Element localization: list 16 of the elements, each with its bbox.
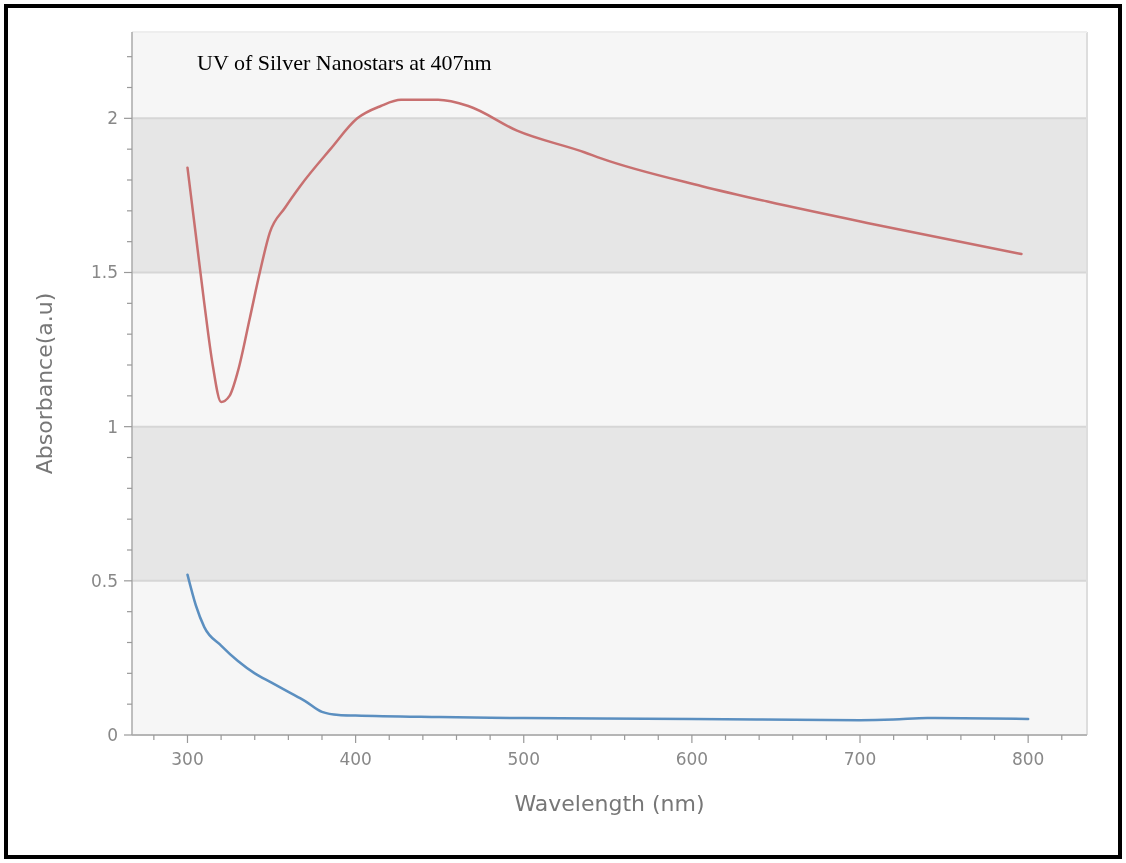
y-tick-label: 1 [107, 416, 118, 437]
x-axis-title: Wavelength (nm) [514, 791, 705, 816]
y-tick-label: 0.5 [90, 570, 118, 591]
y-axis-title: Absorbance(a.u) [32, 292, 57, 475]
x-tick-label: 500 [507, 749, 540, 769]
x-tick-label: 800 [1011, 749, 1045, 769]
x-tick-label: 600 [675, 749, 709, 769]
line-series [186, 573, 1030, 722]
line-series [186, 98, 1023, 404]
x-tick-label: 300 [171, 749, 204, 769]
y-tick-label: 0 [107, 724, 118, 745]
x-tick-label: 400 [339, 749, 372, 769]
x-tick-label: 700 [843, 749, 877, 769]
y-tick-label: 2 [107, 108, 118, 129]
text: UV of Silver Nanostars at 407nm [197, 50, 492, 75]
y-tick-label: 1.5 [90, 262, 118, 283]
